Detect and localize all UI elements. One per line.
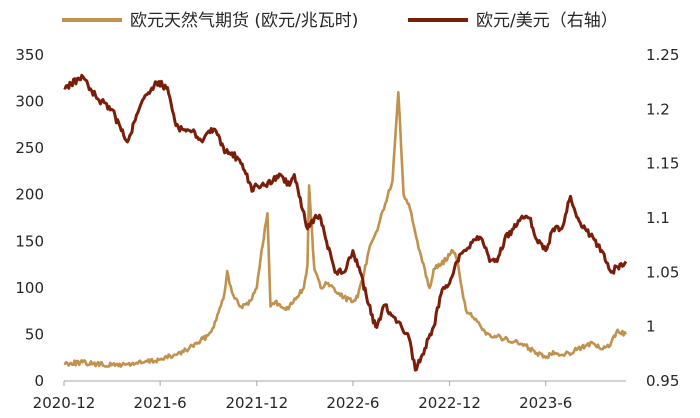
x-tick-label: 2023-6	[519, 394, 572, 412]
y-right-tick-label: 1.05	[646, 263, 679, 281]
y-left-tick-label: 100	[15, 279, 44, 297]
y-right-tick-label: 1.1	[646, 209, 670, 227]
y-left-tick-label: 150	[15, 232, 44, 250]
x-tick-label: 2020-12	[33, 394, 96, 412]
y-right-tick-label: 0.95	[646, 372, 679, 390]
x-axis: 2020-12 2021-6 2021-12 2022-6 2022-12 2023-6	[33, 380, 626, 412]
y-axis-left: 0 50 100 150 200 250 300 350	[15, 46, 44, 390]
y-axis-right: 0.95 1 1.05 1.1 1.15 1.2 1.25	[646, 46, 679, 390]
x-tick-label: 2021-6	[134, 394, 187, 412]
x-tick-label: 2021-12	[225, 394, 288, 412]
y-left-tick-label: 200	[15, 186, 44, 204]
y-left-tick-label: 250	[15, 139, 44, 157]
y-right-tick-label: 1.25	[646, 46, 679, 64]
legend-label-fx: 欧元/美元（右轴）	[476, 11, 618, 31]
legend: 欧元天然气期货 (欧元/兆瓦时) 欧元/美元（右轴）	[62, 11, 618, 31]
y-left-tick-label: 300	[15, 93, 44, 111]
x-tick-label: 2022-6	[326, 394, 379, 412]
legend-label-gas: 欧元天然气期货 (欧元/兆瓦时)	[130, 11, 358, 31]
series-line-fx	[63, 73, 628, 372]
y-right-tick-label: 1.2	[646, 100, 670, 118]
y-left-tick-label: 50	[25, 325, 44, 343]
y-right-tick-label: 1	[646, 318, 656, 336]
y-left-tick-label: 0	[34, 372, 44, 390]
y-left-tick-label: 350	[15, 46, 44, 64]
series-line-gas	[63, 91, 628, 368]
y-right-tick-label: 1.15	[646, 155, 679, 173]
x-tick-label: 2022-12	[418, 394, 481, 412]
plot-area	[63, 73, 628, 372]
